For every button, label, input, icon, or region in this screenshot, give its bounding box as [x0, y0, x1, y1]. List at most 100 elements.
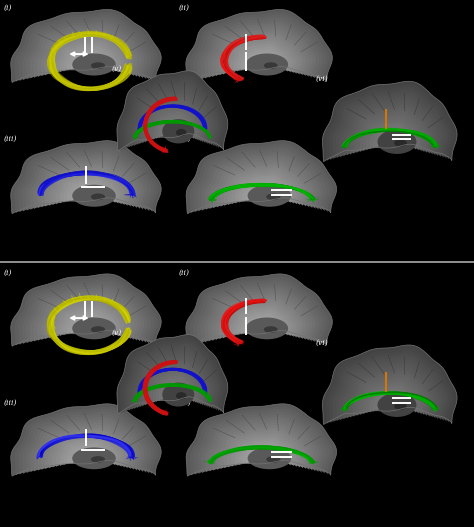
Polygon shape — [326, 84, 454, 161]
Polygon shape — [29, 154, 145, 210]
Ellipse shape — [162, 383, 194, 406]
Polygon shape — [59, 438, 118, 466]
Polygon shape — [193, 279, 326, 345]
Polygon shape — [15, 143, 158, 213]
Ellipse shape — [72, 317, 116, 339]
Polygon shape — [246, 446, 283, 464]
Polygon shape — [29, 417, 145, 472]
Polygon shape — [45, 33, 131, 75]
Polygon shape — [134, 88, 213, 146]
Polygon shape — [220, 164, 306, 207]
Polygon shape — [209, 157, 317, 209]
Polygon shape — [363, 379, 421, 414]
Polygon shape — [128, 346, 218, 411]
Polygon shape — [186, 9, 332, 83]
Polygon shape — [18, 409, 155, 475]
Polygon shape — [190, 277, 329, 346]
Polygon shape — [235, 175, 293, 203]
Polygon shape — [11, 9, 161, 83]
Polygon shape — [205, 417, 320, 472]
Polygon shape — [242, 443, 286, 464]
Polygon shape — [41, 295, 134, 340]
Polygon shape — [71, 316, 108, 334]
Polygon shape — [222, 36, 300, 74]
Polygon shape — [131, 85, 215, 147]
Polygon shape — [228, 433, 300, 467]
Polygon shape — [197, 17, 322, 80]
Polygon shape — [63, 46, 114, 71]
Polygon shape — [67, 180, 111, 202]
Ellipse shape — [266, 456, 281, 463]
Polygon shape — [333, 90, 448, 159]
Polygon shape — [134, 352, 213, 409]
Text: (iii): (iii) — [4, 398, 17, 406]
Ellipse shape — [72, 184, 116, 207]
Ellipse shape — [91, 193, 105, 200]
Polygon shape — [26, 151, 148, 211]
Polygon shape — [222, 300, 300, 338]
Polygon shape — [336, 357, 445, 421]
Polygon shape — [339, 96, 442, 157]
Polygon shape — [33, 25, 141, 78]
Polygon shape — [41, 162, 134, 208]
Polygon shape — [52, 38, 124, 74]
Polygon shape — [238, 178, 290, 202]
Polygon shape — [139, 94, 208, 144]
Polygon shape — [136, 355, 210, 408]
Text: (i): (i) — [4, 268, 12, 277]
Polygon shape — [343, 99, 439, 157]
Polygon shape — [117, 335, 228, 414]
Polygon shape — [201, 151, 323, 211]
Polygon shape — [353, 108, 430, 154]
Polygon shape — [48, 300, 128, 338]
Polygon shape — [349, 104, 433, 154]
Polygon shape — [18, 279, 155, 345]
Polygon shape — [205, 154, 320, 210]
Text: (i): (i) — [4, 4, 12, 12]
Polygon shape — [11, 141, 161, 214]
Ellipse shape — [91, 62, 105, 69]
Polygon shape — [52, 303, 124, 338]
Ellipse shape — [176, 392, 186, 399]
Polygon shape — [242, 180, 286, 202]
Polygon shape — [11, 404, 161, 476]
Polygon shape — [366, 383, 418, 413]
Polygon shape — [120, 74, 225, 150]
Polygon shape — [193, 15, 326, 81]
Text: (vi): (vi) — [316, 75, 329, 83]
Polygon shape — [56, 41, 121, 73]
Polygon shape — [63, 311, 114, 335]
Polygon shape — [33, 157, 141, 209]
Polygon shape — [215, 31, 306, 76]
Polygon shape — [193, 146, 330, 212]
Polygon shape — [158, 378, 191, 401]
Polygon shape — [208, 290, 313, 341]
Polygon shape — [45, 164, 131, 207]
Polygon shape — [224, 430, 303, 469]
Polygon shape — [158, 114, 191, 138]
Polygon shape — [52, 433, 124, 467]
Polygon shape — [145, 364, 203, 405]
Polygon shape — [41, 425, 134, 470]
Polygon shape — [346, 102, 436, 155]
Polygon shape — [190, 406, 333, 475]
Polygon shape — [48, 430, 128, 469]
Polygon shape — [226, 303, 296, 338]
Polygon shape — [197, 282, 322, 344]
Polygon shape — [369, 385, 415, 413]
Polygon shape — [15, 12, 158, 82]
Polygon shape — [240, 49, 283, 71]
Polygon shape — [153, 109, 196, 140]
Polygon shape — [336, 93, 445, 158]
Polygon shape — [369, 122, 415, 149]
Polygon shape — [71, 183, 108, 201]
Polygon shape — [343, 363, 439, 419]
Ellipse shape — [264, 326, 278, 333]
Polygon shape — [131, 349, 215, 410]
Polygon shape — [128, 82, 218, 148]
Polygon shape — [228, 170, 300, 205]
Polygon shape — [29, 23, 145, 79]
Polygon shape — [155, 375, 193, 402]
Polygon shape — [326, 348, 454, 424]
Polygon shape — [63, 441, 114, 465]
